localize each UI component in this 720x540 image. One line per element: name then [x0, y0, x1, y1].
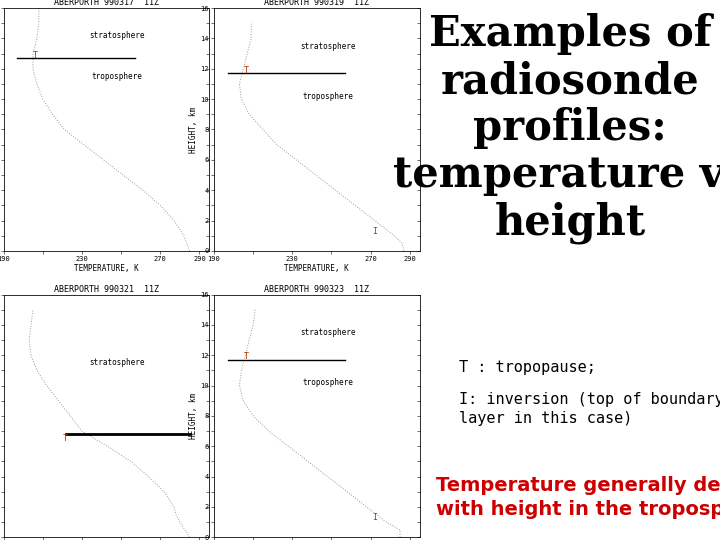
Title: ABERPORTH 990317  11Z: ABERPORTH 990317 11Z	[54, 0, 159, 8]
Text: I: inversion (top of boundary
layer in this case): I: inversion (top of boundary layer in t…	[459, 392, 720, 426]
Text: T: T	[33, 51, 38, 59]
Text: T: T	[243, 352, 248, 361]
Text: troposphere: troposphere	[91, 72, 143, 81]
Text: T : tropopause;: T : tropopause;	[459, 360, 596, 375]
Text: Examples of
radiosonde
profiles:
temperature vs
height: Examples of radiosonde profiles: tempera…	[393, 14, 720, 244]
Text: stratosphere: stratosphere	[300, 42, 356, 51]
Text: I: I	[373, 227, 377, 235]
Text: stratosphere: stratosphere	[89, 31, 145, 40]
Y-axis label: HEIGHT, km: HEIGHT, km	[189, 393, 198, 439]
Title: ABERPORTH 990323  11Z: ABERPORTH 990323 11Z	[264, 285, 369, 294]
Text: Temperature generally decreases
with height in the troposphere: Temperature generally decreases with hei…	[436, 476, 720, 519]
Text: troposphere: troposphere	[302, 378, 353, 387]
Text: T: T	[63, 434, 68, 443]
Text: T: T	[243, 66, 248, 75]
Text: stratosphere: stratosphere	[89, 359, 145, 367]
Title: ABERPORTH 990319  11Z: ABERPORTH 990319 11Z	[264, 0, 369, 8]
Y-axis label: HEIGHT, km: HEIGHT, km	[189, 106, 198, 153]
X-axis label: TEMPERATURE, K: TEMPERATURE, K	[74, 265, 139, 273]
X-axis label: TEMPERATURE, K: TEMPERATURE, K	[284, 265, 349, 273]
Text: I: I	[373, 513, 377, 522]
Title: ABERPORTH 990321  11Z: ABERPORTH 990321 11Z	[54, 285, 159, 294]
Text: troposphere: troposphere	[302, 92, 353, 100]
Text: stratosphere: stratosphere	[300, 328, 356, 337]
